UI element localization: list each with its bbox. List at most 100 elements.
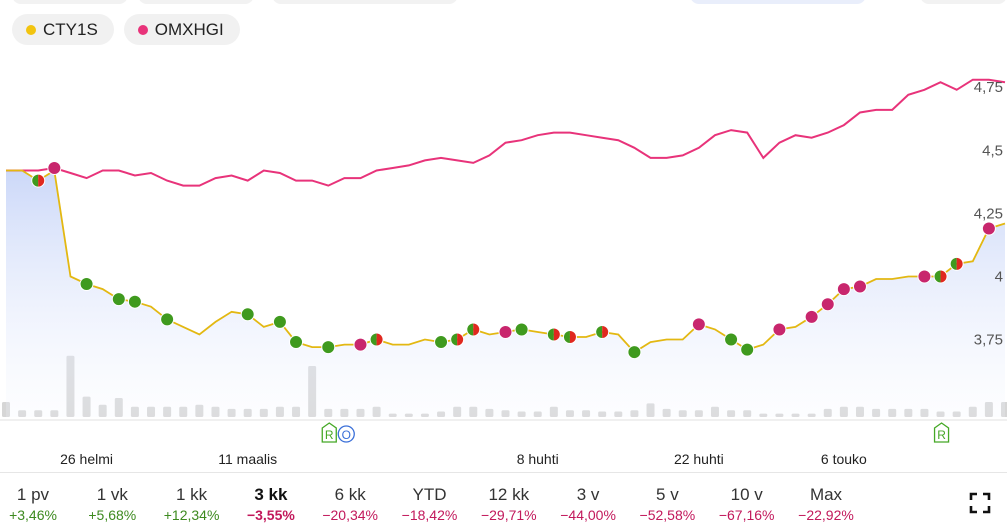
period-label: Max — [809, 485, 843, 504]
y-tick-label: 4,5 — [982, 142, 1003, 159]
green-marker — [627, 345, 642, 360]
marker-half-red — [457, 333, 464, 347]
period-label: YTD — [412, 485, 447, 504]
period-change: −67,16% — [718, 507, 775, 523]
top-chip-partial — [272, 0, 458, 4]
marker-half-red — [553, 327, 561, 341]
period-label: 1 vk — [96, 485, 128, 504]
period-label: 3 v — [576, 485, 600, 504]
y-axis: 4,75 4,5 4,25 4 3,75 — [974, 79, 1003, 348]
marker-half-green — [595, 325, 603, 339]
split-marker — [546, 327, 561, 342]
marker-half-red — [956, 257, 964, 271]
marker-half-green — [934, 269, 941, 283]
green-marker — [740, 342, 755, 357]
legend-dot-icon — [137, 24, 148, 35]
event-label: R — [937, 428, 946, 442]
green-marker — [272, 314, 287, 329]
event-label: O — [342, 428, 351, 442]
period-change: −20,34% — [322, 507, 379, 523]
green-marker — [289, 335, 304, 350]
marker-half-red — [940, 269, 948, 283]
series-legend: CTY1S OMXHGI — [12, 14, 240, 45]
purple-marker — [353, 337, 368, 352]
green-marker — [434, 335, 449, 350]
split-marker — [595, 324, 610, 339]
x-tick-label: 6 touko — [821, 451, 867, 467]
marker-half-green — [563, 330, 570, 344]
purple-marker — [804, 309, 819, 324]
period-label: 10 v — [730, 485, 763, 504]
top-chip-partial — [690, 0, 866, 4]
split-marker — [933, 269, 948, 284]
period-tab[interactable]: 1 kk +12,34% — [152, 473, 232, 523]
split-marker — [450, 332, 465, 347]
purple-marker — [47, 160, 62, 175]
split-marker — [562, 330, 577, 345]
purple-marker — [917, 269, 932, 284]
event-badge-o — [337, 425, 355, 443]
period-tab[interactable]: 1 pv +3,46% — [0, 473, 73, 523]
period-tab[interactable]: 3 kk −3,55% — [231, 473, 311, 523]
legend-chip-omxhgi[interactable]: OMXHGI — [123, 14, 240, 45]
period-tab[interactable]: 12 kk −29,71% — [469, 473, 549, 523]
period-change: −44,00% — [560, 507, 616, 523]
marker-half-green — [31, 174, 39, 188]
x-axis: 26 helmi 11 maalis 8 huhti 22 huhti 6 touko — [60, 451, 867, 467]
purple-marker — [836, 282, 851, 297]
period-change: +12,34% — [163, 507, 220, 523]
purple-marker — [981, 221, 996, 236]
marker-outline — [933, 269, 948, 284]
marker-half-red — [569, 330, 577, 344]
omxhgi-line — [6, 78, 1006, 187]
period-label: 6 kk — [334, 485, 366, 504]
fullscreen-icon[interactable] — [969, 492, 991, 514]
purple-marker — [772, 322, 787, 337]
period-tab[interactable]: 1 vk +5,68% — [72, 473, 152, 523]
purple-marker — [852, 279, 867, 294]
legend-label: CTY1S — [43, 19, 98, 39]
marker-half-red — [376, 333, 384, 347]
split-marker — [949, 256, 964, 271]
period-tab[interactable]: 3 v −44,00% — [548, 473, 628, 523]
period-tab[interactable]: 5 v −52,58% — [627, 473, 707, 523]
y-tick-label: 4,25 — [974, 205, 1003, 222]
x-tick-label: 22 huhti — [674, 451, 724, 467]
period-tab[interactable]: YTD −18,42% — [390, 473, 470, 523]
period-label: 12 kk — [488, 485, 530, 504]
cty1s-area-fill — [6, 170, 1005, 417]
y-tick-label: 3,75 — [974, 332, 1003, 349]
period-change: +3,46% — [9, 507, 57, 523]
period-tab[interactable]: 10 v −67,16% — [707, 473, 787, 523]
top-strip — [0, 0, 1007, 6]
period-tab[interactable]: Max −22,92% — [786, 473, 866, 523]
period-change: −22,92% — [798, 507, 854, 523]
split-marker — [31, 173, 46, 188]
marker-outline — [31, 173, 46, 188]
marker-half-red — [473, 322, 480, 336]
top-chip-partial — [138, 0, 254, 4]
top-chip-partial — [12, 0, 128, 4]
purple-marker — [820, 297, 835, 312]
period-tab[interactable]: 6 kk −20,34% — [310, 473, 390, 523]
y-tick-label: 4 — [995, 268, 1003, 285]
marker-outline — [949, 256, 964, 271]
legend-dot-icon — [26, 24, 36, 35]
marker-outline — [546, 327, 561, 342]
marker-half-red — [38, 174, 45, 188]
split-marker — [369, 332, 384, 347]
x-tick-label: 8 huhti — [517, 451, 559, 467]
x-tick-label: 11 maalis — [218, 451, 277, 467]
legend-chip-cty1s[interactable]: CTY1S — [12, 14, 114, 45]
green-marker — [724, 332, 739, 347]
period-label: 3 kk — [254, 485, 288, 504]
period-label: 1 pv — [16, 485, 50, 504]
legend-label: OMXHGI — [154, 19, 224, 39]
period-change: −52,58% — [639, 507, 696, 523]
purple-marker — [498, 324, 513, 339]
marker-outline — [466, 322, 481, 337]
green-marker — [111, 292, 126, 307]
period-label: 5 v — [656, 485, 679, 504]
